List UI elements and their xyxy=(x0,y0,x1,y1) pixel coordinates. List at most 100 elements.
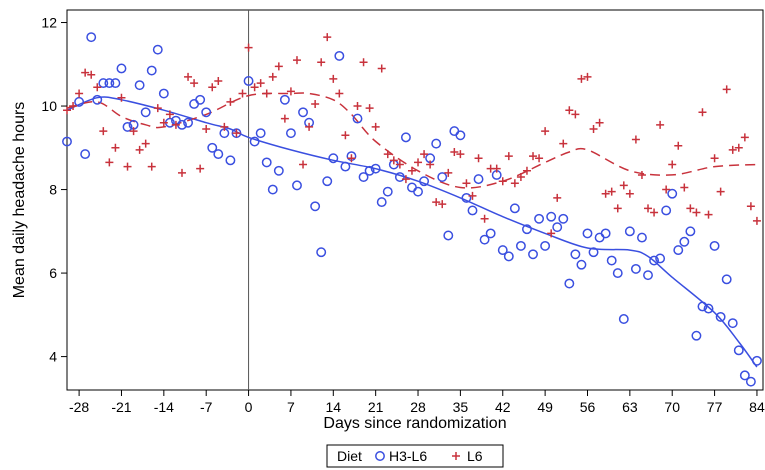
point-l6 xyxy=(468,191,477,200)
point-h3-l6 xyxy=(467,205,478,216)
point-h3-l6 xyxy=(649,255,660,266)
x-tick-label: -7 xyxy=(200,399,213,415)
plus-marker xyxy=(668,160,677,169)
plus-marker xyxy=(607,187,616,196)
point-h3-l6 xyxy=(104,78,115,89)
plus-marker xyxy=(250,83,259,92)
point-l6 xyxy=(656,120,665,129)
plus-marker xyxy=(63,106,71,115)
point-h3-l6 xyxy=(292,180,302,191)
point-h3-l6 xyxy=(243,76,254,86)
x-tick-label: 49 xyxy=(537,399,553,415)
point-l6 xyxy=(650,208,659,217)
point-l6 xyxy=(256,79,265,88)
plus-marker xyxy=(710,154,719,163)
plus-marker xyxy=(311,99,320,108)
point-h3-l6 xyxy=(715,311,726,322)
point-l6 xyxy=(710,154,719,163)
plus-marker xyxy=(722,85,731,94)
point-l6 xyxy=(498,177,507,186)
point-h3-l6 xyxy=(382,186,393,197)
point-l6 xyxy=(190,79,199,88)
plus-marker xyxy=(498,177,507,186)
plus-marker xyxy=(159,118,168,127)
point-h3-l6 xyxy=(110,78,121,89)
point-h3-l6 xyxy=(643,270,653,281)
point-h3-l6 xyxy=(146,65,157,76)
point-l6 xyxy=(522,166,531,175)
legend-marker-l6 xyxy=(452,452,460,460)
x-tick-label: -28 xyxy=(69,399,89,415)
point-l6 xyxy=(480,214,489,223)
x-tick-label: 77 xyxy=(707,399,723,415)
point-h3-l6 xyxy=(376,197,387,208)
point-h3-l6 xyxy=(352,113,363,124)
point-h3-l6 xyxy=(407,182,417,193)
plus-marker xyxy=(444,168,453,177)
x-tick-label: 84 xyxy=(749,399,765,415)
plus-marker xyxy=(177,168,186,177)
plus-marker xyxy=(347,154,356,163)
point-l6 xyxy=(577,74,586,83)
legend-marker-h3-l6 xyxy=(375,451,385,461)
plus-marker xyxy=(341,131,350,140)
plus-marker xyxy=(662,185,671,194)
plus-marker xyxy=(262,89,271,98)
plus-marker xyxy=(601,189,610,198)
plus-marker xyxy=(644,204,653,213)
point-l6 xyxy=(135,145,144,154)
plus-marker xyxy=(305,122,314,131)
point-h3-l6 xyxy=(86,32,97,43)
point-l6 xyxy=(268,72,277,81)
point-l6 xyxy=(196,164,205,173)
point-h3-l6 xyxy=(285,128,296,139)
point-h3-l6 xyxy=(394,172,405,182)
point-h3-l6 xyxy=(116,63,127,74)
point-l6 xyxy=(305,122,314,131)
point-h3-l6 xyxy=(400,132,411,143)
y-tick-label: 12 xyxy=(41,15,57,31)
point-h3-l6 xyxy=(709,240,720,251)
point-h3-l6 xyxy=(413,186,423,197)
y-axis-label: Mean daily headache hours xyxy=(11,102,28,299)
point-l6 xyxy=(601,189,610,198)
point-l6 xyxy=(734,143,743,152)
point-l6 xyxy=(637,170,646,179)
point-l6 xyxy=(123,162,132,171)
plus-marker xyxy=(147,162,156,171)
point-l6 xyxy=(692,208,701,217)
plus-marker xyxy=(353,102,362,111)
point-h3-l6 xyxy=(630,263,641,274)
point-h3-l6 xyxy=(594,232,605,243)
plus-marker xyxy=(141,139,150,148)
plus-marker xyxy=(680,183,689,192)
point-h3-l6 xyxy=(546,211,557,222)
plus-marker xyxy=(292,56,301,65)
plus-marker xyxy=(214,76,223,85)
plus-marker xyxy=(704,210,713,219)
point-l6 xyxy=(377,64,386,73)
point-h3-l6 xyxy=(540,240,551,251)
plus-marker xyxy=(571,110,580,119)
point-l6 xyxy=(165,110,174,119)
point-l6 xyxy=(583,72,592,81)
point-h3-l6 xyxy=(279,94,290,105)
point-l6 xyxy=(395,160,404,169)
plus-marker xyxy=(232,129,241,138)
point-h3-l6 xyxy=(340,161,351,172)
point-l6 xyxy=(359,58,368,67)
y-tick-label: 8 xyxy=(49,182,57,198)
plus-marker xyxy=(401,175,410,184)
plus-marker xyxy=(165,110,174,119)
plus-marker xyxy=(553,193,562,202)
point-l6 xyxy=(75,89,84,98)
point-l6 xyxy=(607,187,616,196)
point-h3-l6 xyxy=(570,249,581,260)
point-h3-l6 xyxy=(564,278,575,289)
point-h3-l6 xyxy=(528,249,538,260)
x-tick-label: 42 xyxy=(495,399,511,415)
plus-marker xyxy=(129,127,138,136)
point-h3-l6 xyxy=(461,192,472,203)
point-l6 xyxy=(674,141,683,150)
point-l6 xyxy=(565,106,574,115)
